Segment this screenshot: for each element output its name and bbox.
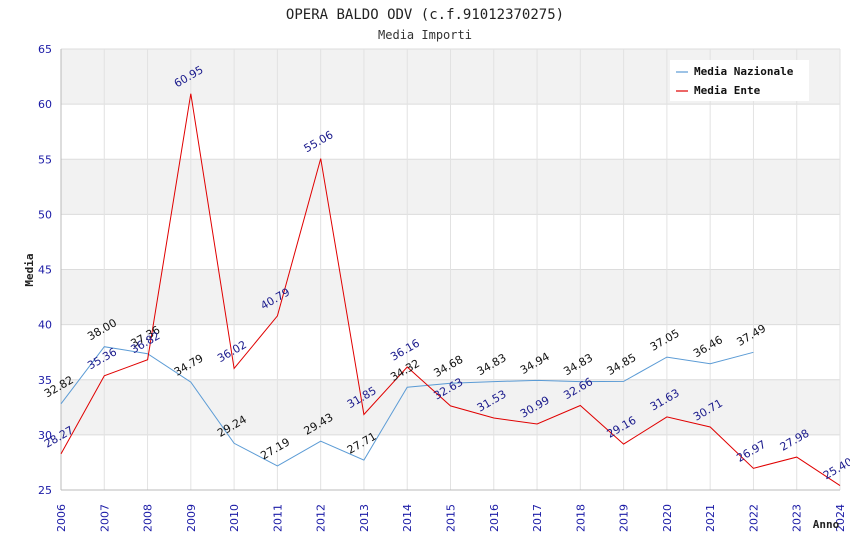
legend-label-media-nazionale: Media Nazionale (694, 65, 794, 78)
x-tick-label: 2007 (98, 504, 111, 532)
y-tick-label: 65 (38, 43, 52, 56)
y-tick-label: 40 (38, 319, 52, 332)
x-tick-label: 2011 (271, 504, 284, 532)
x-tick-label: 2022 (747, 504, 760, 532)
x-tick-label: 2018 (574, 504, 587, 532)
series-line-media-ente (60, 93, 841, 487)
legend: Media Nazionale Media Ente (670, 60, 809, 101)
chart-title: OPERA BALDO ODV (c.f.91012370275) (286, 7, 564, 23)
x-tick-label: 2010 (228, 504, 241, 532)
x-tick-label: 2013 (358, 504, 371, 532)
x-tick-label: 2020 (661, 504, 674, 532)
y-tick-label: 60 (38, 98, 52, 111)
x-tick-label: 2015 (445, 504, 458, 532)
y-tick-label: 55 (38, 153, 52, 166)
series-lines (60, 93, 841, 487)
x-tick-label: 2024 (834, 504, 847, 532)
x-axis-label: Anno (813, 518, 840, 531)
y-tick-label: 35 (38, 374, 52, 387)
chart-subtitle: Media Importi (378, 28, 472, 42)
y-tick-label: 45 (38, 264, 52, 277)
x-tick-label: 2014 (401, 504, 414, 532)
y-tick-label: 50 (38, 208, 52, 221)
x-tick-label: 2019 (618, 504, 631, 532)
y-tick-label: 25 (38, 484, 52, 497)
gridlines (60, 48, 841, 491)
x-tick-label: 2017 (531, 504, 544, 532)
x-axis-ticks: 2006 2007 2008 2009 2010 2011 2012 2013 2014 2015… (55, 504, 847, 532)
series-line-media-nazionale (60, 346, 754, 467)
x-tick-label: 2009 (185, 504, 198, 532)
y-tick-label: 30 (38, 429, 52, 442)
x-tick-label: 2016 (488, 504, 501, 532)
x-tick-label: 2021 (704, 504, 717, 532)
x-tick-label: 2006 (55, 504, 68, 532)
y-axis-ticks: 25 30 35 40 45 50 55 60 65 (38, 43, 52, 497)
legend-label-media-ente: Media Ente (694, 84, 761, 97)
legend-box (670, 60, 809, 101)
y-axis-label: Media (23, 253, 36, 286)
x-tick-label: 2023 (791, 504, 804, 532)
x-tick-label: 2008 (142, 504, 155, 532)
x-tick-label: 2012 (315, 504, 328, 532)
